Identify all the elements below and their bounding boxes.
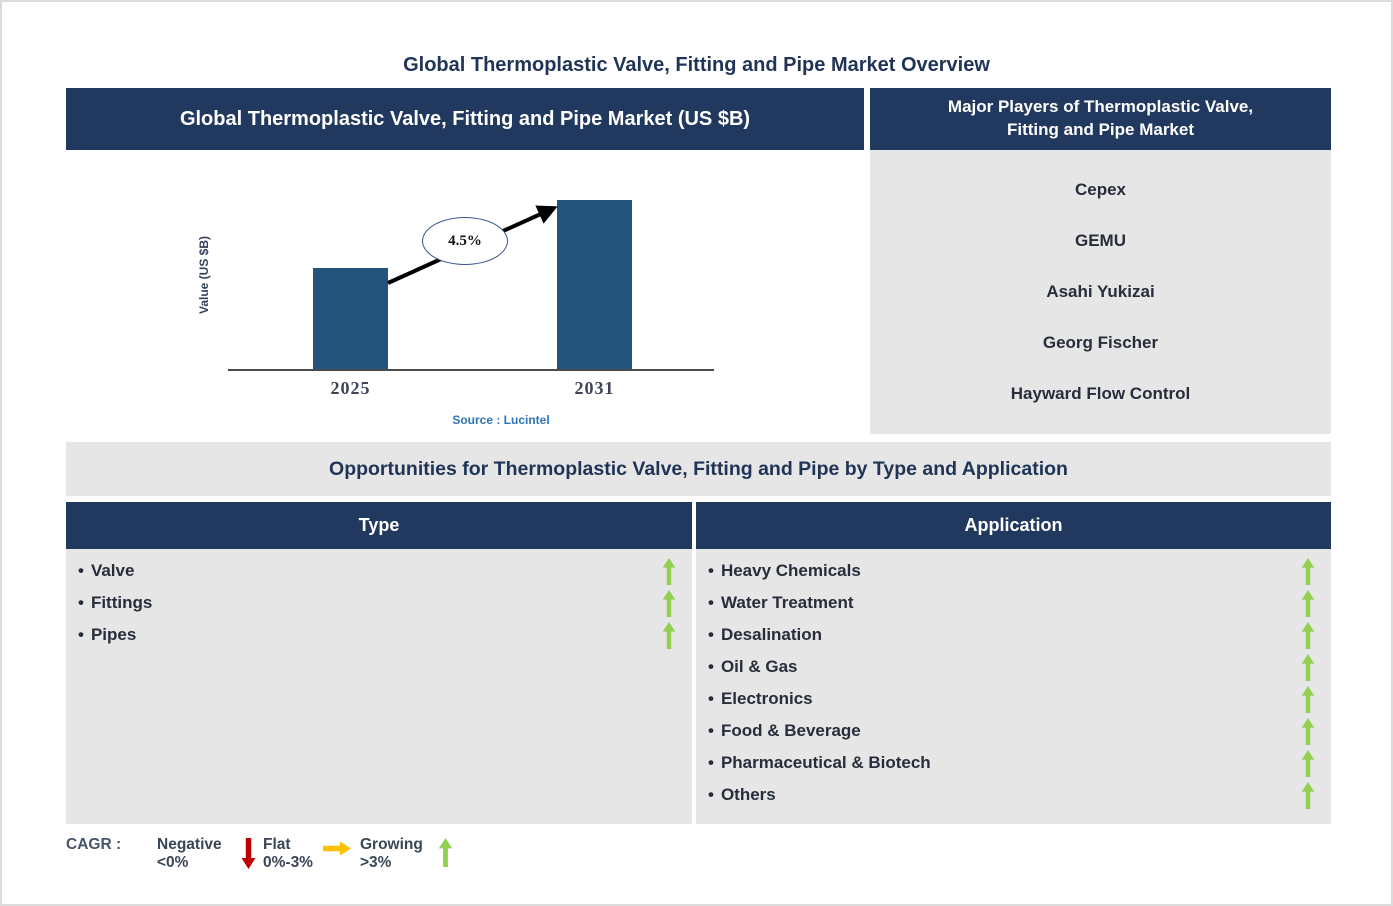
player-name: GEMU	[1075, 230, 1126, 250]
growing-up-arrow-icon	[1301, 781, 1315, 809]
cagr-legend-label: CAGR :	[66, 836, 122, 853]
cagr-annotation-bubble: 4.5%	[422, 217, 508, 265]
growing-up-arrow-icon	[1301, 589, 1315, 617]
growing-up-arrow-icon	[1301, 557, 1315, 585]
x-tick-2031: 2031	[574, 378, 615, 398]
list-item: Food & Beverage	[696, 715, 1331, 747]
major-players-list: Cepex GEMU Asahi Yukizai Georg Fischer H…	[870, 150, 1331, 434]
major-players-header: Major Players of Thermoplastic Valve, Fi…	[870, 88, 1331, 150]
list-item: Desalination	[696, 619, 1331, 651]
player-name: Cepex	[1074, 179, 1127, 199]
opportunities-banner: Opportunities for Thermoplastic Valve, F…	[66, 442, 1331, 496]
list-item: Oil & Gas	[696, 651, 1331, 683]
list-item: Pipes	[66, 619, 692, 651]
page-title: Global Thermoplastic Valve, Fitting and …	[403, 54, 990, 76]
list-item: Heavy Chemicals	[696, 555, 1331, 587]
growing-up-arrow-icon	[1301, 749, 1315, 777]
flat-right-arrow-icon	[323, 841, 351, 856]
growing-up-arrow-icon	[662, 589, 676, 617]
application-column-list: Heavy Chemicals Water Treatment Desalina…	[696, 549, 1331, 824]
x-axis-line	[228, 369, 714, 371]
growing-up-arrow-icon	[1301, 717, 1315, 745]
growing-up-arrow-icon	[662, 557, 676, 585]
y-axis-label: Value (US $B)	[197, 235, 211, 315]
list-item: Valve	[66, 555, 692, 587]
legend-entry-negative: Negative <0%	[157, 836, 222, 871]
x-tick-2025: 2025	[330, 378, 371, 398]
bar-2025	[313, 268, 388, 369]
application-column-header: Application	[696, 502, 1331, 549]
growing-up-arrow-icon	[438, 838, 453, 867]
list-item: Water Treatment	[696, 587, 1331, 619]
growing-up-arrow-icon	[1301, 621, 1315, 649]
negative-down-arrow-icon	[241, 838, 256, 869]
legend-entry-growing: Growing >3%	[360, 836, 423, 871]
list-item: Fittings	[66, 587, 692, 619]
list-item: Pharmaceutical & Biotech	[696, 747, 1331, 779]
list-item: Others	[696, 779, 1331, 811]
player-name: Hayward Flow Control	[1010, 384, 1191, 404]
list-item: Electronics	[696, 683, 1331, 715]
bar-2031	[557, 200, 632, 369]
player-name: Georg Fischer	[1042, 333, 1159, 353]
cagr-legend: CAGR : Negative <0% Flat 0%-3% Growing >…	[66, 836, 453, 872]
type-column-list: Valve Fittings Pipes	[66, 549, 692, 824]
growing-up-arrow-icon	[1301, 685, 1315, 713]
growing-up-arrow-icon	[662, 621, 676, 649]
market-chart-header: Global Thermoplastic Valve, Fitting and …	[66, 88, 864, 150]
type-column-header: Type	[66, 502, 692, 549]
player-name: Asahi Yukizai	[1046, 281, 1155, 301]
growing-up-arrow-icon	[1301, 653, 1315, 681]
legend-entry-flat: Flat 0%-3%	[263, 836, 313, 871]
market-size-bar-chart: Value (US $B) 4.5% 2025 2031 Source : Lu…	[66, 150, 864, 434]
source-caption: Source : Lucintel	[452, 413, 550, 427]
cagr-value: 4.5%	[448, 232, 482, 249]
